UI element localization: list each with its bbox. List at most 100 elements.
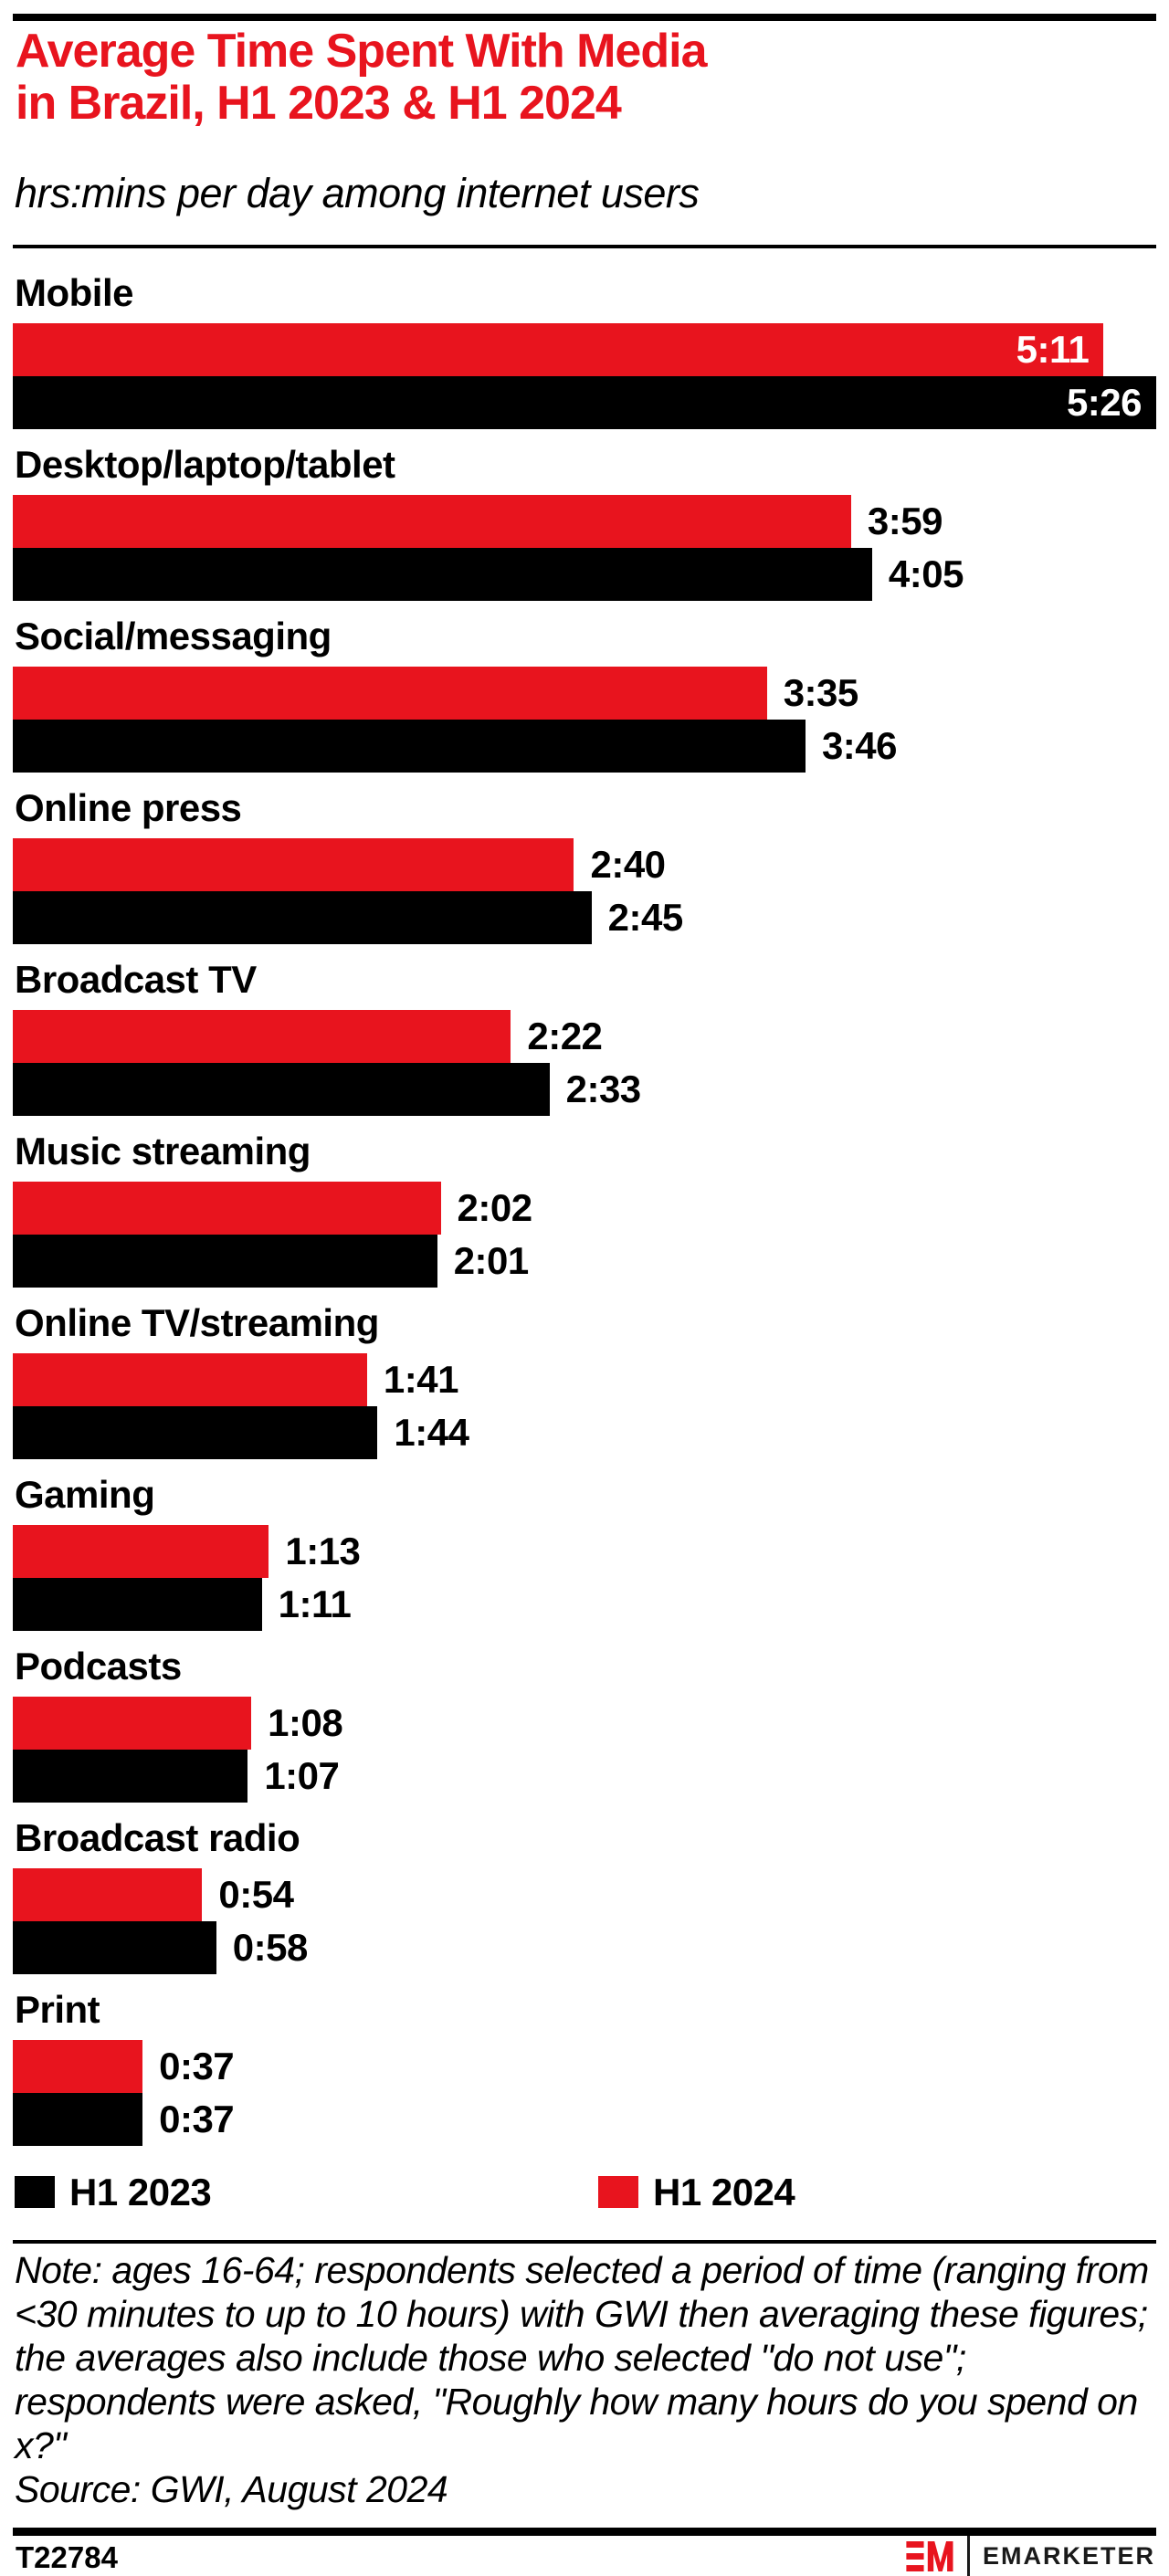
bar-h1-2024 — [13, 838, 574, 891]
legend-item-h1-2023: H1 2023 — [15, 2171, 212, 2213]
category-label: Music streaming — [15, 1130, 311, 1172]
title-line-1: Average Time Spent With Media — [16, 25, 707, 78]
note-divider — [13, 2240, 1156, 2244]
category-label: Print — [15, 1988, 100, 2031]
bar-value: 1:11 — [278, 1582, 352, 1625]
legend-swatch — [598, 2176, 638, 2208]
bar-value: 1:44 — [394, 1411, 469, 1454]
bar-group: Mobile 5:11 5:26 — [0, 248, 1169, 429]
bar-value: 2:22 — [527, 1015, 603, 1057]
bar-h1-2024 — [13, 1182, 441, 1235]
emarketer-monogram-icon — [906, 2540, 953, 2571]
bar-h1-2024 — [13, 495, 851, 548]
header-divider — [13, 245, 1156, 248]
bar-row: 2:40 — [13, 838, 1156, 891]
bar-value: 0:58 — [232, 1926, 309, 1969]
legend-swatch — [15, 2176, 55, 2208]
chart-title: Average Time Spent With Media in Brazil, … — [16, 25, 707, 130]
logo-separator — [966, 2536, 970, 2576]
notes-block: Note: ages 16-64; respondents selected a… — [15, 2248, 1156, 2511]
bar-value: 5:26 — [1066, 381, 1143, 424]
brand-name: EMARKETER — [982, 2541, 1155, 2570]
bar-row: 1:44 — [13, 1406, 1156, 1459]
category-label: Online TV/streaming — [15, 1301, 379, 1344]
bar-h1-2024 — [13, 1525, 269, 1578]
bar-row: 0:54 — [13, 1868, 1156, 1921]
legend-label: H1 2023 — [69, 2171, 212, 2213]
top-divider-bar — [13, 14, 1156, 21]
bar-h1-2024 — [13, 667, 767, 720]
bar-row: 2:01 — [13, 1235, 1156, 1288]
bar-row: 1:11 — [13, 1578, 1156, 1631]
category-label: Mobile — [15, 271, 134, 314]
bar-row: 2:45 — [13, 891, 1156, 944]
bar-row: 3:59 — [13, 495, 1156, 548]
bar-group: Music streaming 2:02 2:01 — [0, 1107, 1169, 1288]
bar-row: 0:58 — [13, 1921, 1156, 1974]
source-text: Source: GWI, August 2024 — [15, 2468, 448, 2510]
bar-row: 4:05 — [13, 548, 1156, 601]
bar-value: 2:45 — [607, 896, 684, 939]
bar-h1-2023: 5:26 — [13, 376, 1156, 429]
category-label: Broadcast radio — [15, 1816, 300, 1859]
bar-row: 1:07 — [13, 1750, 1156, 1803]
bar-h1-2024 — [13, 2040, 143, 2093]
legend: H1 2023 H1 2024 — [0, 2171, 1169, 2213]
bar-value: 0:54 — [218, 1873, 294, 1916]
category-label: Podcasts — [15, 1645, 182, 1688]
category-label: Desktop/laptop/tablet — [15, 443, 395, 486]
bar-h1-2023 — [13, 548, 872, 601]
bar-value: 3:35 — [783, 671, 859, 714]
bar-row: 2:22 — [13, 1010, 1156, 1063]
bar-value: 1:41 — [383, 1358, 459, 1401]
bar-value: 0:37 — [159, 2045, 235, 2087]
bar-h1-2023 — [13, 1235, 437, 1288]
bar-h1-2023 — [13, 720, 806, 773]
bar-group: Online TV/streaming 1:41 1:44 — [0, 1278, 1169, 1459]
bar-h1-2024 — [13, 1010, 511, 1063]
bar-value: 1:13 — [285, 1530, 361, 1572]
bar-h1-2023 — [13, 891, 592, 944]
bar-row: 3:35 — [13, 667, 1156, 720]
bar-row: 1:08 — [13, 1697, 1156, 1750]
footer-divider-bar — [13, 2528, 1156, 2536]
bar-value: 3:46 — [821, 724, 898, 767]
bar-value: 4:05 — [888, 552, 964, 595]
legend-item-h1-2024: H1 2024 — [598, 2173, 795, 2212]
bar-row: 1:13 — [13, 1525, 1156, 1578]
bar-group: Broadcast radio 0:54 0:58 — [0, 1793, 1169, 1974]
bar-row: 5:11 — [13, 323, 1156, 376]
bar-value: 1:07 — [264, 1754, 340, 1797]
bar-group: Podcasts 1:08 1:07 — [0, 1622, 1169, 1803]
title-line-2: in Brazil, H1 2023 & H1 2024 — [16, 77, 622, 130]
bar-h1-2023 — [13, 2093, 143, 2146]
bar-row: 2:02 — [13, 1182, 1156, 1235]
bar-h1-2024: 5:11 — [13, 323, 1104, 376]
chart-subtitle: hrs:mins per day among internet users — [15, 170, 700, 216]
bar-value: 0:37 — [159, 2098, 235, 2140]
bar-h1-2023 — [13, 1406, 378, 1459]
bar-group: Print 0:37 0:37 — [0, 1965, 1169, 2146]
bar-value: 2:02 — [457, 1186, 533, 1229]
bar-group: Broadcast TV 2:22 2:33 — [0, 935, 1169, 1116]
bar-h1-2024 — [13, 1353, 367, 1406]
bar-group: Desktop/laptop/tablet 3:59 4:05 — [0, 420, 1169, 601]
bar-h1-2023 — [13, 1921, 216, 1974]
chart-id: T22784 — [16, 2540, 118, 2574]
category-label: Gaming — [15, 1473, 155, 1516]
bar-value: 2:40 — [590, 843, 666, 886]
bar-row: 5:26 — [13, 376, 1156, 429]
bar-h1-2023 — [13, 1750, 248, 1803]
bar-row: 0:37 — [13, 2093, 1156, 2146]
bar-h1-2023 — [13, 1578, 262, 1631]
bar-group: Online press 2:40 2:45 — [0, 763, 1169, 944]
bar-value: 5:11 — [1016, 328, 1090, 371]
bar-value: 2:33 — [565, 1067, 642, 1110]
bar-h1-2024 — [13, 1868, 203, 1921]
bar-row: 2:33 — [13, 1063, 1156, 1116]
bar-row: 1:41 — [13, 1353, 1156, 1406]
bar-group: Gaming 1:13 1:11 — [0, 1450, 1169, 1631]
note-text: Note: ages 16-64; respondents selected a… — [15, 2249, 1149, 2466]
brand-logo: EMARKETER — [906, 2535, 1155, 2576]
bar-row: 3:46 — [13, 720, 1156, 773]
